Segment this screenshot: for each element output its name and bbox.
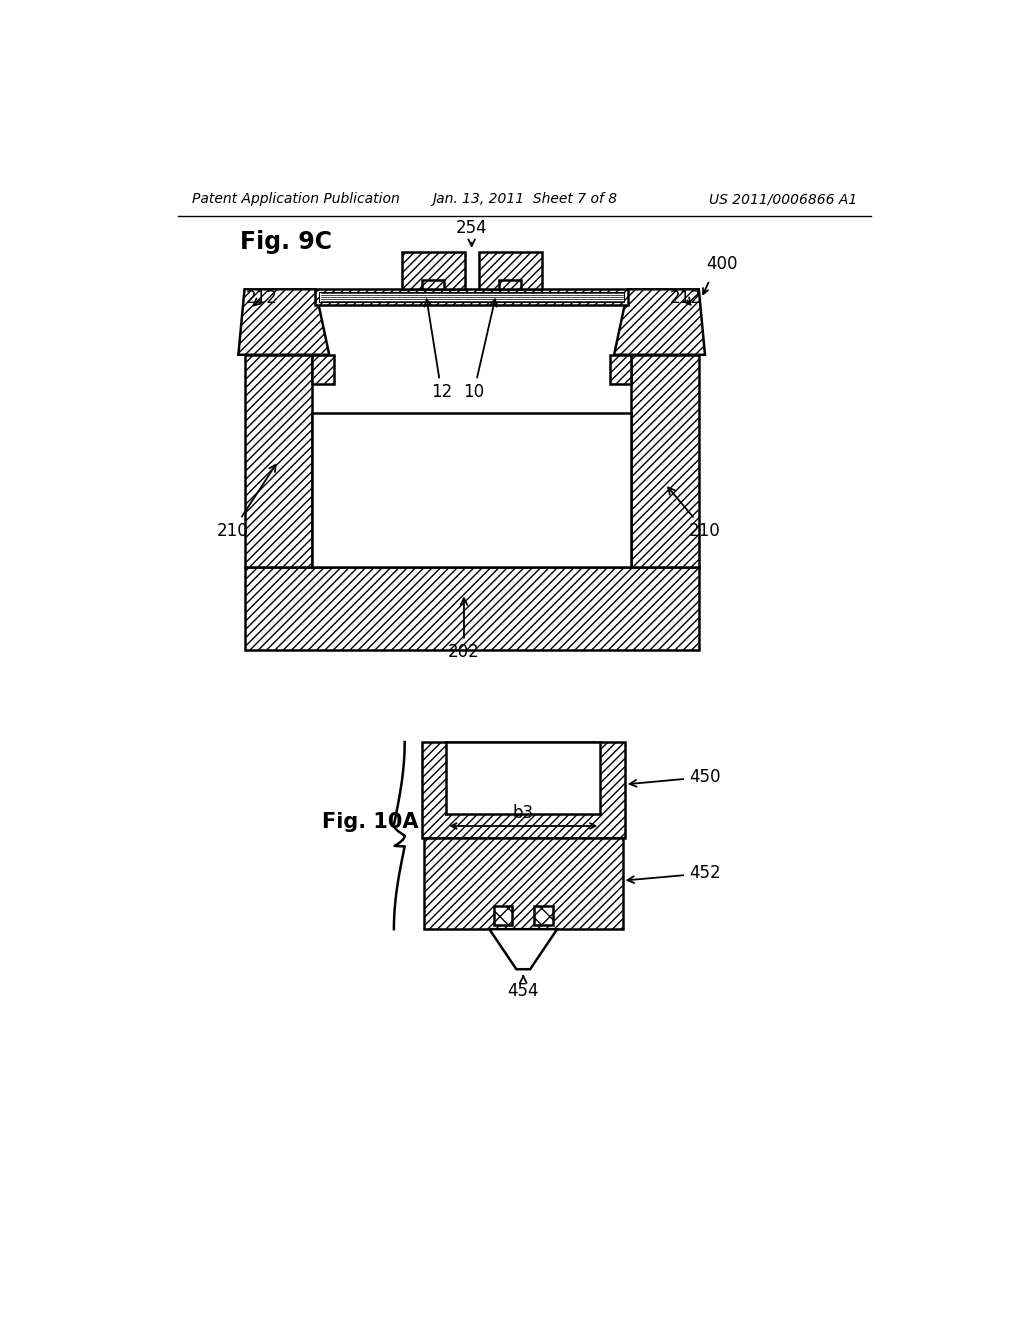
Text: 400: 400 <box>707 255 738 272</box>
Polygon shape <box>489 929 557 969</box>
Bar <box>422 742 625 838</box>
Text: 202: 202 <box>449 598 480 661</box>
Bar <box>631 355 698 566</box>
Bar <box>422 280 444 289</box>
Text: 452: 452 <box>628 865 721 883</box>
Text: Fig. 10A: Fig. 10A <box>322 812 418 833</box>
Bar <box>500 280 521 289</box>
Bar <box>424 838 623 929</box>
Bar <box>245 566 698 649</box>
Text: 454: 454 <box>508 975 539 1001</box>
Bar <box>319 292 625 302</box>
Polygon shape <box>614 289 705 355</box>
Text: 10: 10 <box>463 300 497 401</box>
Polygon shape <box>239 289 330 355</box>
Bar <box>535 906 553 924</box>
Bar <box>478 252 542 289</box>
Text: Jan. 13, 2011  Sheet 7 of 8: Jan. 13, 2011 Sheet 7 of 8 <box>432 193 617 206</box>
Text: b3: b3 <box>513 804 534 822</box>
Bar <box>401 252 465 289</box>
Text: 212: 212 <box>670 289 701 308</box>
Text: US 2011/0006866 A1: US 2011/0006866 A1 <box>710 193 857 206</box>
Bar <box>312 355 334 384</box>
Text: Fig. 9C: Fig. 9C <box>240 230 332 255</box>
Text: 450: 450 <box>630 768 720 787</box>
Bar <box>315 289 628 305</box>
Text: 254: 254 <box>456 219 487 246</box>
Text: 212: 212 <box>246 289 278 308</box>
Bar <box>312 412 631 566</box>
Bar <box>446 742 600 813</box>
Bar <box>245 355 312 566</box>
Bar <box>494 906 512 924</box>
Text: 12: 12 <box>425 300 453 401</box>
Bar <box>609 355 631 384</box>
Text: 210: 210 <box>668 487 721 540</box>
Text: Patent Application Publication: Patent Application Publication <box>193 193 400 206</box>
Text: 210: 210 <box>217 465 275 540</box>
